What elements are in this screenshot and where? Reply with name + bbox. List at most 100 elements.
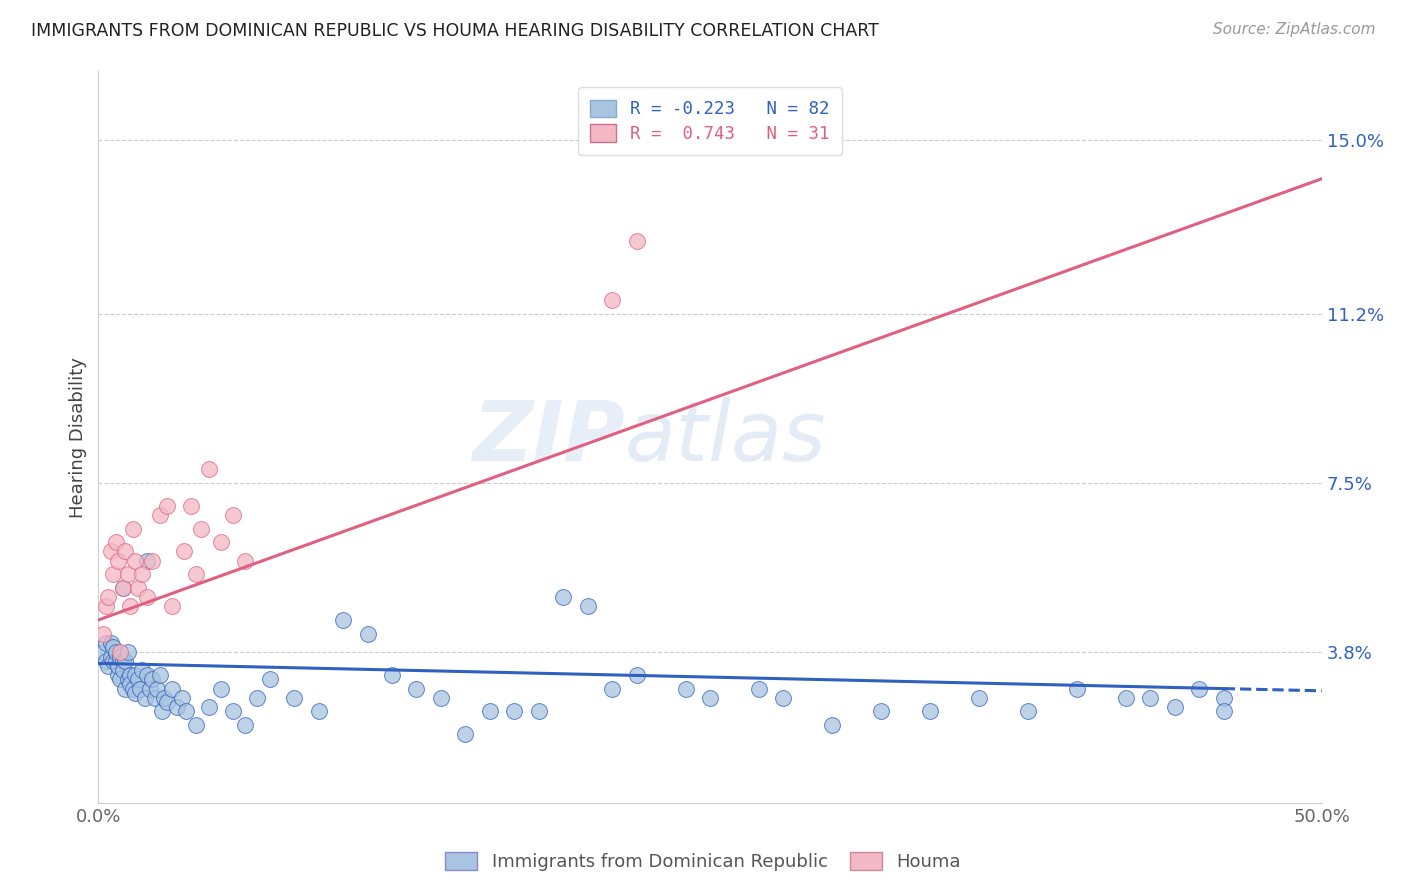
Point bbox=[600, 681, 623, 696]
Point bbox=[100, 544, 122, 558]
Point bbox=[176, 705, 198, 719]
Point bbox=[110, 673, 132, 687]
Point bbox=[150, 705, 173, 719]
Point bbox=[101, 640, 124, 655]
Point bbox=[626, 667, 648, 682]
Point bbox=[153, 690, 176, 705]
Point bbox=[233, 718, 256, 732]
Point bbox=[222, 705, 245, 719]
Point bbox=[160, 599, 183, 614]
Point bbox=[110, 649, 132, 664]
Point bbox=[107, 658, 129, 673]
Point bbox=[136, 667, 159, 682]
Point bbox=[1188, 681, 1211, 696]
Point bbox=[111, 581, 134, 595]
Point bbox=[114, 544, 136, 558]
Point bbox=[190, 521, 212, 535]
Point bbox=[772, 690, 794, 705]
Point bbox=[91, 626, 114, 640]
Point bbox=[104, 654, 127, 668]
Point bbox=[120, 599, 142, 614]
Point bbox=[454, 727, 477, 741]
Point bbox=[117, 567, 139, 582]
Point bbox=[141, 673, 163, 687]
Point bbox=[104, 535, 127, 549]
Text: atlas: atlas bbox=[624, 397, 827, 477]
Point bbox=[121, 521, 143, 535]
Point bbox=[124, 553, 146, 567]
Point bbox=[1017, 705, 1039, 719]
Point bbox=[143, 690, 166, 705]
Point bbox=[748, 681, 770, 696]
Point bbox=[626, 234, 648, 248]
Point bbox=[107, 667, 129, 682]
Legend: R = -0.223   N = 82, R =  0.743   N = 31: R = -0.223 N = 82, R = 0.743 N = 31 bbox=[578, 87, 842, 155]
Point bbox=[101, 654, 124, 668]
Point bbox=[136, 590, 159, 604]
Point bbox=[356, 626, 378, 640]
Point bbox=[120, 667, 142, 682]
Point bbox=[127, 581, 149, 595]
Point bbox=[149, 667, 172, 682]
Point bbox=[131, 567, 153, 582]
Point bbox=[117, 645, 139, 659]
Point bbox=[120, 677, 142, 691]
Point bbox=[1066, 681, 1088, 696]
Point bbox=[156, 695, 179, 709]
Point bbox=[97, 590, 120, 604]
Point bbox=[600, 293, 623, 307]
Point bbox=[197, 462, 219, 476]
Point bbox=[134, 690, 156, 705]
Point bbox=[180, 499, 202, 513]
Point bbox=[100, 636, 122, 650]
Point bbox=[94, 654, 117, 668]
Point bbox=[111, 581, 134, 595]
Y-axis label: Hearing Disability: Hearing Disability bbox=[69, 357, 87, 517]
Point bbox=[94, 599, 117, 614]
Point bbox=[124, 686, 146, 700]
Point bbox=[503, 705, 526, 719]
Point bbox=[478, 705, 501, 719]
Point bbox=[1115, 690, 1137, 705]
Point bbox=[576, 599, 599, 614]
Point bbox=[222, 508, 245, 522]
Point bbox=[114, 681, 136, 696]
Point bbox=[246, 690, 269, 705]
Point bbox=[308, 705, 330, 719]
Point bbox=[186, 718, 208, 732]
Point bbox=[209, 681, 232, 696]
Point bbox=[91, 645, 114, 659]
Point bbox=[111, 663, 134, 677]
Point bbox=[967, 690, 990, 705]
Text: IMMIGRANTS FROM DOMINICAN REPUBLIC VS HOUMA HEARING DISABILITY CORRELATION CHART: IMMIGRANTS FROM DOMINICAN REPUBLIC VS HO… bbox=[31, 22, 879, 40]
Point bbox=[160, 681, 183, 696]
Point bbox=[1164, 699, 1187, 714]
Point bbox=[259, 673, 281, 687]
Point bbox=[104, 645, 127, 659]
Point bbox=[141, 553, 163, 567]
Point bbox=[699, 690, 721, 705]
Point bbox=[127, 673, 149, 687]
Point bbox=[821, 718, 844, 732]
Point bbox=[139, 681, 162, 696]
Point bbox=[129, 681, 152, 696]
Point bbox=[121, 681, 143, 696]
Point bbox=[156, 499, 179, 513]
Text: Source: ZipAtlas.com: Source: ZipAtlas.com bbox=[1212, 22, 1375, 37]
Point bbox=[110, 645, 132, 659]
Point bbox=[1212, 705, 1234, 719]
Point bbox=[111, 654, 134, 668]
Point bbox=[920, 705, 942, 719]
Point bbox=[197, 699, 219, 714]
Point bbox=[149, 508, 172, 522]
Legend: Immigrants from Dominican Republic, Houma: Immigrants from Dominican Republic, Houm… bbox=[437, 845, 969, 879]
Point bbox=[553, 590, 575, 604]
Point bbox=[97, 658, 120, 673]
Point bbox=[283, 690, 305, 705]
Text: ZIP: ZIP bbox=[472, 397, 624, 477]
Point bbox=[870, 705, 893, 719]
Point bbox=[107, 553, 129, 567]
Point bbox=[332, 613, 354, 627]
Point bbox=[170, 690, 193, 705]
Point bbox=[430, 690, 453, 705]
